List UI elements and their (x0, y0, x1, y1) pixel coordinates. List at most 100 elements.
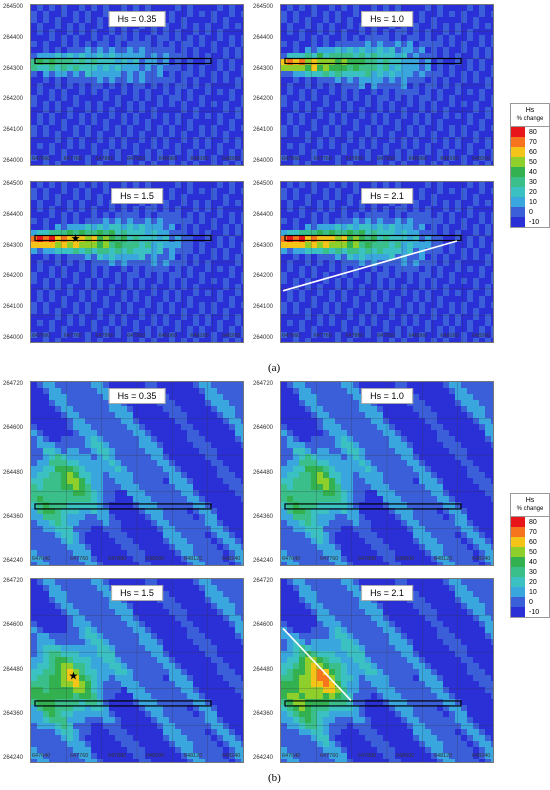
legend-label: 50 (529, 158, 537, 166)
legend-swatch (511, 197, 525, 207)
legend-label: -10 (529, 218, 540, 226)
x-tick-label: 647660 (32, 156, 51, 162)
legend-swatch (511, 557, 525, 567)
legend-label: 30 (529, 568, 537, 576)
white-boundary-line (282, 240, 458, 292)
x-tick-label: 647860 (345, 156, 364, 162)
structure-outline (34, 234, 212, 242)
y-tick-label: 264240 (3, 558, 24, 564)
x-tick-label: 647760 (70, 556, 89, 562)
x-tick-label: 647960 (127, 333, 146, 339)
heatmap-canvas (281, 382, 493, 565)
x-tick-label: 648000 (396, 556, 415, 562)
star-marker: ★ (68, 670, 78, 683)
y-tick-label: 264720 (253, 381, 274, 387)
x-tick-label: 647880 (358, 753, 377, 759)
x-tick-label: 648000 (146, 556, 165, 562)
y-tick-label: 264480 (3, 469, 24, 476)
legend-swatch (511, 127, 525, 137)
y-tick-label: 264400 (253, 34, 274, 41)
legend-entry: 70 (511, 527, 549, 537)
legend-entry: -10 (511, 607, 549, 617)
legend-entry: 20 (511, 577, 549, 587)
x-tick-label: 647880 (108, 556, 127, 562)
x-tick-label: 648260 (472, 333, 491, 339)
x-tick-label: 647880 (108, 753, 127, 759)
legend-swatch (511, 207, 525, 217)
x-tick-label: 647660 (32, 333, 51, 339)
y-tick-label: 264300 (253, 242, 274, 249)
y-tick-label: 264480 (3, 666, 24, 673)
caption-a: (a) (268, 362, 281, 374)
x-tick-label: 647660 (282, 333, 301, 339)
legend-swatch (511, 597, 525, 607)
panel-title: Hs = 1.5 (111, 585, 163, 601)
y-tick-label: 264360 (253, 710, 274, 717)
y-tick-label: 264100 (3, 304, 24, 311)
x-tick-label: 648060 (158, 333, 178, 339)
heatmap-panel-a-4: Hs = 2.1 (280, 181, 494, 343)
heatmap-panel-b-2: Hs = 1.0 (280, 381, 494, 566)
x-tick-label: 647640 (282, 753, 301, 759)
legend-label: 60 (529, 538, 537, 546)
x-tick-label: 647660 (282, 156, 301, 162)
legend-entry: 80 (511, 517, 549, 527)
x-tick-label: 647860 (345, 333, 364, 339)
y-tick-label: 264000 (3, 335, 24, 341)
heatmap-panel-a-3: ★ Hs = 1.5 (30, 181, 244, 343)
heatmap-canvas: ★ (31, 182, 243, 342)
heatmap-canvas (281, 182, 493, 342)
legend-entry: 60 (511, 537, 549, 547)
x-tick-label: 647760 (313, 156, 333, 162)
x-tick-label: 648120 (184, 556, 203, 562)
legend-label: 0 (529, 598, 533, 606)
legend-entry: 0 (511, 597, 549, 607)
legend-entry: 60 (511, 147, 549, 157)
colorbar-legend: Hs% change 80 70 60 50 40 30 20 10 0 -10 (510, 103, 550, 228)
legend-label: 70 (529, 528, 537, 536)
x-tick-label: 647640 (282, 556, 301, 562)
x-tick-label: 647640 (32, 753, 51, 759)
legend-label: 50 (529, 548, 537, 556)
x-tick-label: 648160 (190, 156, 209, 162)
x-tick-label: 648060 (158, 156, 178, 162)
y-tick-label: 264240 (253, 558, 274, 564)
x-tick-label: 647760 (63, 333, 83, 339)
legend-label: 20 (529, 578, 537, 586)
heatmap-canvas: ★ (31, 579, 243, 762)
y-tick-label: 264360 (253, 513, 274, 520)
y-tick-label: 264200 (3, 273, 24, 280)
heatmap-panel-b-4: Hs = 2.1 (280, 578, 494, 763)
legend-entry: 70 (511, 137, 549, 147)
panel-title: Hs = 1.5 (111, 188, 163, 204)
x-tick-label: 648000 (146, 753, 165, 759)
y-tick-label: 264600 (3, 425, 24, 432)
legend-label: 30 (529, 178, 537, 186)
legend-label: -10 (529, 608, 540, 616)
legend-entry: 40 (511, 167, 549, 177)
x-tick-label: 647760 (70, 753, 89, 759)
y-tick-label: 264500 (3, 4, 24, 10)
y-tick-label: 264240 (3, 755, 24, 761)
y-tick-label: 264720 (3, 381, 24, 387)
legend-swatch (511, 177, 525, 187)
x-tick-label: 647860 (95, 333, 114, 339)
x-tick-label: 648120 (434, 753, 453, 759)
panel-title: Hs = 0.35 (108, 11, 166, 27)
x-tick-label: 647760 (320, 753, 339, 759)
y-tick-label: 264400 (3, 34, 24, 41)
y-tick-label: 264500 (253, 4, 274, 10)
structure-outline (34, 700, 212, 707)
y-tick-label: 264500 (253, 181, 274, 187)
structure-outline (284, 700, 462, 707)
y-tick-label: 264600 (3, 622, 24, 629)
legend-label: 20 (529, 188, 537, 196)
x-tick-label: 648240 (472, 753, 491, 759)
x-tick-label: 647880 (358, 556, 377, 562)
colorbar-legend: Hs% change 80 70 60 50 40 30 20 10 0 -10 (510, 493, 550, 618)
legend-swatch (511, 587, 525, 597)
x-tick-label: 648120 (434, 556, 453, 562)
x-tick-label: 647640 (32, 556, 51, 562)
legend-label: 80 (529, 128, 537, 136)
y-tick-label: 264240 (253, 755, 274, 761)
